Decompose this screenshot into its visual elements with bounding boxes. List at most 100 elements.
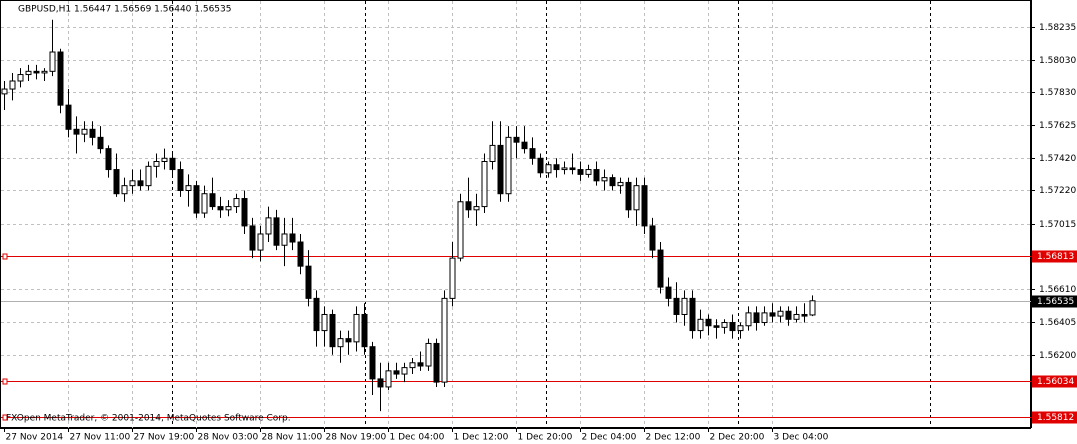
candle-body: [481, 161, 488, 208]
price-label-box: [1032, 250, 1077, 263]
candle-body: [657, 249, 664, 288]
copyright: FXOpen MetaTrader, © 2001-2014, MetaQuot…: [6, 414, 291, 424]
x-tick-label: 2 Dec 04:00: [582, 433, 637, 443]
candle-body: [49, 51, 56, 72]
candle-body: [809, 300, 816, 316]
level-marker: [2, 378, 8, 385]
candle-body: [801, 313, 808, 317]
candle-body: [457, 201, 464, 259]
candle-body: [753, 312, 760, 324]
candle-body: [33, 70, 40, 74]
y-tick-label: 1.57015: [1039, 220, 1076, 230]
candle-body: [593, 169, 600, 182]
candle-body: [377, 378, 384, 388]
level-marker: [2, 414, 8, 421]
candle-body: [745, 312, 752, 327]
candle-body: [65, 104, 72, 130]
y-tick-label: 1.57420: [1039, 154, 1076, 164]
candle-body: [201, 193, 208, 214]
price-label: 1.56034: [1037, 377, 1074, 387]
price-label: 1.56535: [1037, 297, 1074, 307]
levels: 1.56813 1.56034 1.55812 1.56535: [1, 250, 1077, 424]
x-tick-label: 2 Dec 12:00: [646, 433, 701, 443]
candle-body: [361, 313, 368, 348]
candle-body: [401, 367, 408, 375]
x-tick-label: 2 Dec 20:00: [710, 433, 765, 443]
candle-body: [281, 233, 288, 246]
x-tick-label: 1 Dec 20:00: [518, 433, 573, 443]
level-marker: [2, 253, 8, 260]
candle-body: [177, 169, 184, 191]
chart-title: GBPUSD,H1 1.56447 1.56569 1.56440 1.5653…: [18, 5, 231, 15]
candle-body: [9, 80, 16, 90]
candle-body: [633, 185, 640, 211]
x-tick-label: 28 Nov 19:00: [326, 433, 387, 443]
candle-body: [705, 318, 712, 327]
candle-body: [273, 217, 280, 246]
candle-body: [713, 325, 720, 328]
candle-body: [129, 180, 136, 187]
candle-body: [545, 164, 552, 174]
candle-body: [473, 206, 480, 211]
x-tick-label: 28 Nov 03:00: [198, 433, 259, 443]
candle-body: [225, 206, 232, 211]
x-tick-label: 1 Dec 12:00: [454, 433, 509, 443]
candle-body: [249, 225, 256, 251]
candle-body: [161, 157, 168, 163]
candles: [1, 19, 816, 412]
candle-body: [289, 233, 296, 243]
candle-body: [529, 148, 536, 159]
y-tick-label: 1.58235: [1039, 23, 1076, 33]
y-tick-label: 1.57625: [1039, 121, 1076, 131]
candle-body: [17, 74, 24, 82]
candle-body: [577, 169, 584, 175]
candle-body: [777, 310, 784, 317]
candle-body: [601, 177, 608, 182]
y-tick-label: 1.57220: [1039, 186, 1076, 196]
x-tick-label: 27 Nov 19:00: [134, 433, 195, 443]
candle-body: [257, 233, 264, 251]
candle-body: [25, 70, 32, 76]
candle-body: [697, 318, 704, 332]
candle-body: [537, 157, 544, 174]
candle-body: [153, 161, 160, 167]
candle-body: [449, 257, 456, 299]
candle-body: [321, 313, 328, 332]
candle-body: [465, 201, 472, 211]
price-label: 1.56813: [1037, 252, 1074, 262]
y-tick-label: 1.56405: [1039, 318, 1076, 328]
candle-body: [105, 148, 112, 171]
candle-body: [209, 193, 216, 208]
candle-body: [569, 167, 576, 171]
candle-body: [665, 286, 672, 299]
candle-body: [169, 157, 176, 171]
candle-body: [689, 297, 696, 332]
price-label-box: [1032, 411, 1077, 424]
candle-body: [489, 144, 496, 163]
candle-body: [313, 297, 320, 332]
candle-body: [305, 265, 312, 299]
x-tick-label: 3 Dec 04:00: [774, 433, 829, 443]
candle-body: [425, 342, 432, 367]
candle-body: [513, 136, 520, 143]
candle-body: [89, 128, 96, 138]
candle-body: [137, 180, 144, 187]
candle-body: [737, 325, 744, 332]
candle-body: [233, 198, 240, 208]
candle-body: [585, 169, 592, 175]
candle-body: [561, 167, 568, 171]
candle-body: [505, 136, 512, 195]
candle-body: [417, 362, 424, 367]
candle-body: [353, 313, 360, 343]
candle-body: [609, 177, 616, 187]
candle-body: [673, 297, 680, 315]
candle-body: [369, 346, 376, 380]
candle-body: [721, 322, 728, 328]
candle-body: [433, 342, 440, 383]
candle-body: [193, 185, 200, 214]
candle-body: [1, 88, 8, 95]
y-tick-label: 1.56610: [1039, 285, 1076, 295]
candle-body: [497, 144, 504, 195]
